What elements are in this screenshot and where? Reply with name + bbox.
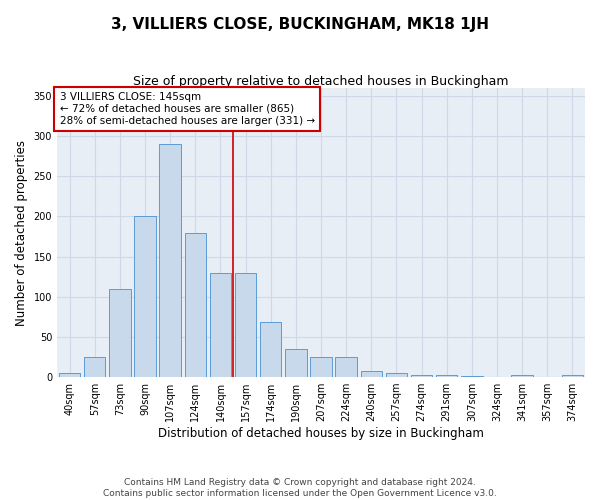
Bar [210, 272, 231, 377]
Bar [436, 374, 457, 377]
Title: Size of property relative to detached houses in Buckingham: Size of property relative to detached ho… [133, 75, 509, 88]
Text: 3, VILLIERS CLOSE, BUCKINGHAM, MK18 1JH: 3, VILLIERS CLOSE, BUCKINGHAM, MK18 1JH [111, 18, 489, 32]
Bar [511, 376, 533, 377]
Y-axis label: Number of detached properties: Number of detached properties [15, 140, 28, 326]
Bar [285, 349, 307, 377]
Bar [562, 376, 583, 377]
Bar [411, 374, 432, 377]
Bar [335, 357, 357, 377]
X-axis label: Distribution of detached houses by size in Buckingham: Distribution of detached houses by size … [158, 427, 484, 440]
Bar [134, 216, 156, 377]
Bar [310, 357, 332, 377]
Bar [84, 357, 106, 377]
Bar [160, 144, 181, 377]
Bar [461, 376, 482, 377]
Text: 3 VILLIERS CLOSE: 145sqm
← 72% of detached houses are smaller (865)
28% of semi-: 3 VILLIERS CLOSE: 145sqm ← 72% of detach… [59, 92, 315, 126]
Bar [235, 272, 256, 377]
Bar [361, 370, 382, 377]
Bar [260, 322, 281, 377]
Text: Contains HM Land Registry data © Crown copyright and database right 2024.
Contai: Contains HM Land Registry data © Crown c… [103, 478, 497, 498]
Bar [185, 232, 206, 377]
Bar [59, 373, 80, 377]
Bar [109, 289, 131, 377]
Bar [386, 373, 407, 377]
